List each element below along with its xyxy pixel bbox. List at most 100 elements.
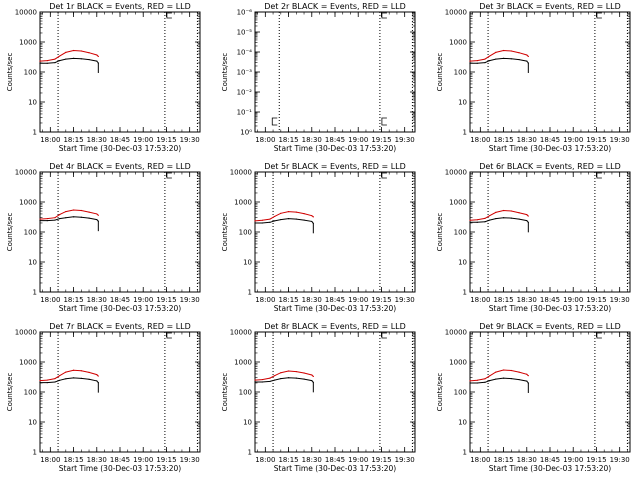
y-axis-label: Counts/sec [221,373,229,412]
lld-point [510,50,512,52]
x-axis-label: Start Time (30-Dec-03 17:53:20) [274,144,396,153]
y-axis-label: Counts/sec [6,53,14,92]
lld-point [65,371,67,373]
panel-4: Det 4r BLACK = Events, RED = LLD 1 10 100 10… [6,162,201,313]
events-point [502,217,505,219]
lld-series-line [469,49,529,62]
x-tick-label: 18:00 [40,296,60,304]
events-point [39,382,41,384]
y-tick-label: 10⁻³ [237,69,253,77]
events-point [96,218,98,221]
events-point [295,218,297,220]
panel-title: Det 4r BLACK = Events, RED = LLD [49,162,191,171]
lld-point [46,59,48,62]
events-point [80,377,82,379]
lld-series-line [254,211,314,222]
panel-7: Det 7r BLACK = Events, RED = LLD 1 10 100 10… [6,322,201,473]
x-axis-label: Start Time (30-Dec-03 17:53:20) [59,464,181,473]
lld-series-line [469,209,529,221]
y-tick-label: 10⁰ [240,129,252,137]
y-tick-label: 100 [454,389,467,397]
interval-bracket [596,332,602,339]
events-point [469,382,471,384]
lld-point [274,215,276,218]
lld-point [254,220,256,222]
x-tick-label: 19:30 [610,136,630,144]
panel-8: Det 8r BLACK = Events, RED = LLD 1 10 100 10… [221,322,416,473]
y-tick-label: 100 [454,69,467,77]
y-tick-label: 1000 [19,199,37,207]
plot-frame [469,11,631,133]
lld-point [80,370,82,372]
lld-series-line [254,370,314,381]
y-tick-label: 10000 [230,329,252,337]
y-axis-label: Counts/sec [6,213,14,252]
x-tick-label: 18:00 [470,456,490,464]
lld-point [54,58,56,60]
events-point [295,377,297,379]
y-tick-label: 100 [239,229,252,237]
interval-bracket [381,12,387,19]
x-tick-label: 18:15 [493,136,513,144]
interval-bracket [166,12,172,19]
y-tick-label: 10 [28,99,37,107]
x-tick-label: 18:00 [255,296,275,304]
lld-point [287,210,290,213]
x-tick-label: 18:45 [540,456,560,464]
y-tick-label: 1 [463,289,467,297]
lld-point [96,213,98,215]
y-tick-label: 1000 [234,359,252,367]
lld-point [72,49,75,52]
x-tick-label: 18:30 [87,456,107,464]
events-point [88,217,90,219]
events-point [80,58,82,60]
lld-point [303,372,305,374]
events-point [469,62,471,64]
x-tick-label: 18:00 [40,456,60,464]
x-tick-label: 19:00 [348,456,368,464]
x-tick-label: 19:30 [395,136,415,144]
x-tick-label: 19:15 [586,296,606,304]
lld-point [295,211,297,213]
x-axis-label: Start Time (30-Dec-03 17:53:20) [274,304,396,313]
x-tick-label: 19:15 [371,456,391,464]
events-point [254,222,256,224]
x-tick-label: 19:00 [348,136,368,144]
y-axis-label: Counts/sec [436,53,444,92]
x-tick-label: 18:45 [540,136,560,144]
y-tick-label: 1000 [449,199,467,207]
lld-point [526,373,528,375]
plot-frame [469,331,631,453]
lld-point [518,212,520,214]
x-tick-label: 18:45 [325,296,345,304]
lld-point [312,216,314,218]
plot-frame [254,171,416,293]
x-tick-label: 18:30 [302,136,322,144]
y-tick-label: 10⁻¹ [237,109,253,117]
x-tick-label: 18:30 [517,136,537,144]
lld-point [495,211,497,214]
events-point [54,381,56,383]
plot-frame [254,331,416,453]
lld-point [96,54,98,56]
events-point [502,57,505,59]
x-tick-label: 18:15 [63,136,83,144]
lld-point [97,214,99,216]
y-tick-label: 10 [458,419,467,427]
x-tick-label: 18:15 [278,136,298,144]
events-point [274,379,276,381]
y-tick-label: 10⁻⁴ [237,49,253,57]
lld-point [489,55,491,57]
y-tick-label: 10 [243,419,252,427]
y-tick-label: 10⁻⁶ [237,9,253,17]
panel-title: Det 3r BLACK = Events, RED = LLD [479,2,621,11]
y-tick-label: 1000 [449,39,467,47]
panel-title: Det 6r BLACK = Events, RED = LLD [479,162,621,171]
y-tick-label: 10⁻² [237,89,253,97]
y-tick-label: 10000 [445,9,467,17]
lld-point [469,219,471,221]
x-tick-label: 19:15 [371,136,391,144]
events-point [39,62,41,64]
y-tick-label: 1 [248,449,252,457]
events-point [39,219,41,222]
